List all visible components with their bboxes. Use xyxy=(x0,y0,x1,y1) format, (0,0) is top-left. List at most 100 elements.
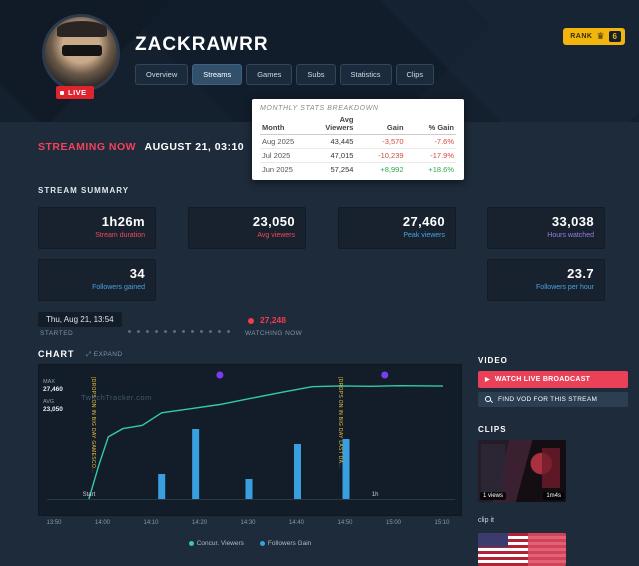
x-axis-tick: 14:30 xyxy=(240,520,256,526)
play-icon: ▶ xyxy=(485,376,490,383)
col-month: Month xyxy=(260,115,322,135)
stat-label: Avg viewers xyxy=(257,232,295,239)
avatar-cap xyxy=(57,21,107,37)
legend-label: Concur. Viewers xyxy=(196,540,244,547)
x-axis-tick: 13:50 xyxy=(46,520,62,526)
watching-now-value: 27,248 xyxy=(260,315,286,325)
gain-cell: -10,239 xyxy=(355,148,406,163)
streamer-avatar[interactable] xyxy=(42,14,120,92)
tab-overview[interactable]: Overview xyxy=(135,64,189,85)
find-vod-label: FIND VOD FOR THIS STREAM xyxy=(498,396,598,403)
thumbnail-content xyxy=(542,448,560,488)
nav-tabs: Overview Streams Games Subs Statistics C… xyxy=(135,64,435,85)
col-pct-gain: % Gain xyxy=(405,115,456,135)
watching-now-label: WATCHING NOW xyxy=(245,330,303,337)
flag-canton xyxy=(478,533,508,547)
chart-canvas: Start 1h xyxy=(47,371,455,500)
stat-label: Stream duration xyxy=(95,232,145,239)
stream-summary-title: STREAM SUMMARY xyxy=(38,186,130,195)
avg-cell: 57,254 xyxy=(330,164,354,174)
x-axis-tick: 14:00 xyxy=(94,520,110,526)
month-cell: Jul 2025 xyxy=(260,148,322,163)
gain-cell: -3,570 xyxy=(355,134,406,149)
chart-avg-stat: AVG 23,050 xyxy=(43,399,63,414)
tab-games[interactable]: Games xyxy=(246,64,293,85)
avatar-sunglasses xyxy=(62,45,102,56)
month-cell: Aug 2025 xyxy=(260,134,322,149)
chart-title: CHART xyxy=(38,349,75,359)
video-section-title: VIDEO xyxy=(478,356,508,365)
clip-thumbnail[interactable] xyxy=(478,533,566,566)
streaming-now-label: STREAMING NOW xyxy=(38,141,137,153)
chart-max-stat: MAX 27,460 xyxy=(43,379,63,394)
watch-live-label: WATCH LIVE BROADCAST xyxy=(494,376,591,383)
svg-text:1h: 1h xyxy=(372,492,379,498)
rank-label: RANK xyxy=(570,33,593,40)
max-value: 27,460 xyxy=(43,385,63,393)
table-row: Jul 2025 47,015 -10,239 -17.9% xyxy=(260,148,456,163)
streaming-now-date: AUGUST 21, 03:10 xyxy=(144,141,245,153)
pct-cell: -7.6% xyxy=(405,134,456,149)
tab-streams[interactable]: Streams xyxy=(192,64,243,85)
avg-value: 23,050 xyxy=(43,405,63,413)
popup-title: MONTHLY STATS BREAKDOWN xyxy=(260,105,379,112)
rank-value: 6 xyxy=(608,31,621,42)
stat-label: Followers gained xyxy=(92,284,145,291)
followers-legend-dot xyxy=(259,540,265,546)
svg-text:Start: Start xyxy=(83,492,96,498)
started-time-badge: Thu, Aug 21, 13:54 xyxy=(38,312,122,327)
pct-cell: -17.9% xyxy=(405,148,456,163)
month-cell: Jun 2025 xyxy=(262,164,293,174)
stat-label: Peak viewers xyxy=(403,232,445,239)
clips-section-title: CLIPS xyxy=(478,425,507,434)
stat-card-stream-duration: 1h26m Stream duration xyxy=(38,207,156,249)
stat-card-followers-per-hour: 23.7 Followers per hour xyxy=(487,259,605,301)
avg-cell: 47,015 xyxy=(321,148,356,163)
legend-label: Followers Gain xyxy=(267,540,312,547)
page-title: ZACKRAWRR xyxy=(135,34,269,55)
live-badge: LIVE xyxy=(56,86,94,99)
stat-value: 27,460 xyxy=(402,214,445,229)
chart-expand-button[interactable]: ⤢ EXPAND xyxy=(86,351,123,358)
clip-caption[interactable]: clip it xyxy=(478,517,494,524)
clip-thumbnail[interactable]: 1 views 1m4s xyxy=(478,440,566,502)
stat-value: 1h26m xyxy=(101,214,145,229)
tab-subs[interactable]: Subs xyxy=(296,64,336,85)
tab-clips[interactable]: Clips xyxy=(395,64,435,85)
chart-legend: Concur. Viewers Followers Gain xyxy=(38,540,462,547)
stat-label: Followers per hour xyxy=(536,284,594,291)
watch-live-button[interactable]: ▶ WATCH LIVE BROADCAST xyxy=(478,371,628,388)
tab-statistics[interactable]: Statistics xyxy=(339,64,392,85)
rank-badge[interactable]: RANK ♛ 6 xyxy=(563,28,625,45)
pct-cell: +18.6% xyxy=(428,164,454,174)
x-axis-tick: 14:20 xyxy=(191,520,207,526)
max-label: MAX xyxy=(43,379,55,385)
clip-duration-badge: 1m4s xyxy=(543,492,564,500)
watermark: TwitchTracker.com xyxy=(81,393,152,402)
monthly-stats-popup: MONTHLY STATS BREAKDOWN Month Avg Viewer… xyxy=(252,99,464,180)
clip-views-badge: 1 views xyxy=(480,492,507,500)
legend-item-viewers: Concur. Viewers xyxy=(188,540,244,547)
stat-card-followers-gained: 34 Followers gained xyxy=(38,259,156,301)
stat-label: Hours watched xyxy=(547,232,594,239)
x-axis-tick: 14:40 xyxy=(288,520,304,526)
thumbnail-content xyxy=(528,533,566,566)
x-axis-tick: 14:10 xyxy=(143,520,159,526)
viewers-legend-dot xyxy=(188,540,194,546)
find-vod-button[interactable]: FIND VOD FOR THIS STREAM xyxy=(478,392,628,407)
search-icon xyxy=(485,395,493,404)
stat-card-peak-viewers: 27,460 Peak viewers xyxy=(338,207,456,249)
stream-chart[interactable]: TwitchTracker.com MAX 27,460 AVG 23,050 … xyxy=(38,364,462,516)
col-gain: Gain xyxy=(355,115,406,135)
chart-annotation: [DROPS ON IN BIG DAY LAST DA... xyxy=(337,377,344,469)
x-axis-tick: 14:50 xyxy=(337,520,353,526)
x-axis: 13:50 14:00 14:10 14:20 14:30 14:40 14:50 15:00… xyxy=(38,520,462,530)
stat-value: 23.7 xyxy=(567,266,594,281)
chart-annotation: [DROPS ON IN BIG DAY GAMESCO... xyxy=(89,377,96,474)
watching-now-dot xyxy=(248,318,254,324)
stat-card-avg-viewers: 23,050 Avg viewers xyxy=(188,207,306,249)
x-axis-tick: 15:10 xyxy=(434,520,450,526)
crown-icon: ♛ xyxy=(596,31,605,41)
stat-value: 23,050 xyxy=(252,214,295,229)
